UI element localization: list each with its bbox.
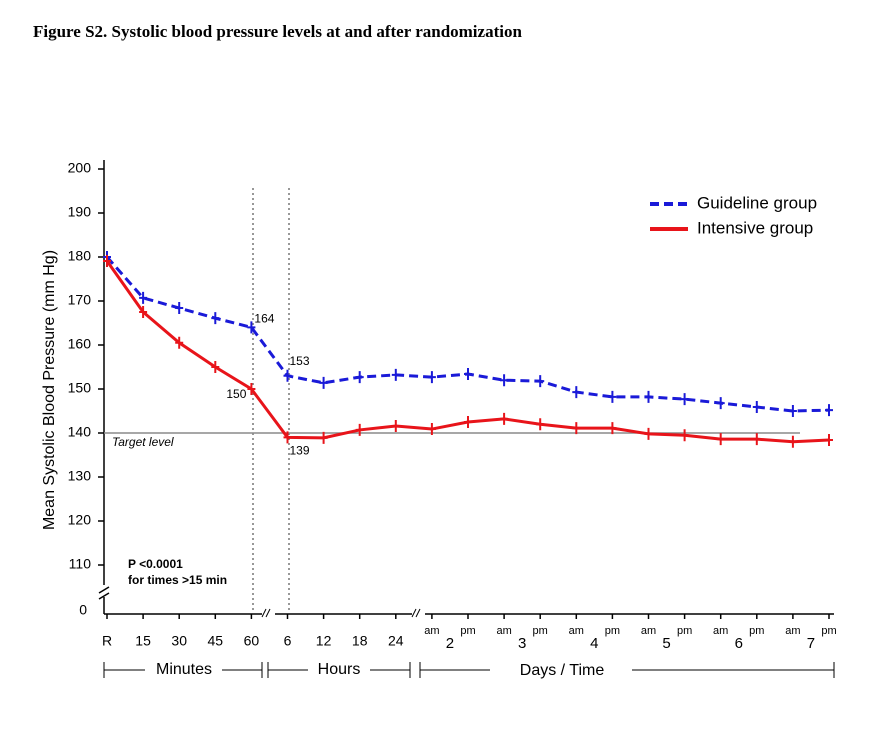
point-marker [175,336,184,349]
point-marker [536,375,545,388]
x-tick-label: am [569,625,584,637]
y-tick-label: 180 [68,248,92,264]
point-marker [680,429,689,442]
point-marker [283,431,292,444]
point-marker [608,422,617,435]
y-tick-label: 170 [68,292,92,308]
day-label: 2 [446,635,454,652]
point-marker [500,412,509,425]
point-marker [716,397,725,410]
x-tick-label: R [102,633,112,649]
point-marker [608,390,617,403]
point-marker [464,416,472,428]
y-axis-label: Mean Systolic Blood Pressure (mm Hg) [41,250,58,530]
point-marker [355,371,364,384]
data-label: 150 [226,387,246,401]
point-marker [788,405,797,417]
point-marker [716,433,725,446]
x-tick-label: am [785,625,800,637]
point-marker [825,434,833,447]
point-marker [788,435,797,448]
x-tick-label: 60 [244,633,260,649]
day-label: 3 [518,635,526,652]
chart-title: Figure S2. Systolic blood pressure level… [33,22,522,41]
point-marker [536,418,545,431]
annotation: for times >15 min [128,573,227,587]
point-marker [644,390,653,403]
y-tick-label: 190 [68,204,92,220]
point-marker [247,383,256,395]
point-marker [391,368,400,381]
x-tick-label: 24 [388,633,404,649]
y-tick-label: 200 [68,160,92,176]
legend-label: Intensive group [697,218,813,237]
point-marker [572,422,581,435]
x-tick-label: am [424,625,439,637]
point-marker [211,361,220,373]
point-marker [825,404,833,417]
point-marker [355,423,364,436]
point-marker [175,302,184,315]
point-marker [464,368,472,381]
point-marker [247,321,256,334]
y-tick-label: 130 [68,468,92,484]
y-tick-label: 160 [68,336,92,352]
x-tick-label: am [641,625,656,637]
y-tick-label: 140 [68,424,92,440]
x-tick-label: 6 [284,633,292,649]
day-label: 7 [807,635,815,652]
day-label: 4 [590,635,598,652]
x-tick-label: pm [605,625,620,637]
x-tick-label: pm [677,625,692,637]
series-line [105,260,830,444]
x-tick-label: 30 [171,633,187,649]
point-marker [319,376,328,389]
x-group-label: Hours [318,661,361,678]
x-tick-label: 12 [316,633,332,649]
point-marker [319,431,328,444]
point-marker [139,306,148,318]
day-label: 6 [735,635,743,652]
axis-break-label: 0 [79,602,87,618]
x-tick-label: 15 [135,633,151,649]
point-marker [427,423,436,436]
data-label: 153 [290,354,310,368]
point-marker [644,427,653,440]
y-tick-label: 110 [69,556,92,572]
point-marker [103,254,111,267]
point-marker [427,371,436,384]
annotation: P <0.0001 [128,557,183,571]
x-tick-label: 45 [208,633,224,649]
day-label: 5 [662,635,670,652]
y-tick-label: 120 [68,512,92,528]
series-line [105,256,830,413]
data-label: 164 [254,312,274,326]
point-marker [391,419,400,432]
x-tick-label: pm [821,625,836,637]
x-tick-label: 18 [352,633,368,649]
target-label: Target level [112,435,174,449]
point-marker [680,393,689,406]
point-marker [752,401,761,414]
point-marker [752,433,761,446]
x-group-label: Days / Time [520,662,605,679]
legend-label: Guideline group [697,193,817,212]
x-tick-label: pm [533,625,548,637]
axes [98,160,835,678]
y-tick-label: 150 [68,380,92,396]
x-tick-label: am [713,625,728,637]
x-tick-label: pm [749,625,764,637]
x-group-label: Minutes [156,661,212,678]
point-marker [283,369,292,382]
point-marker [500,374,509,387]
data-label: 139 [290,444,310,458]
point-marker [572,386,581,399]
x-tick-label: am [496,625,511,637]
x-tick-label: pm [460,625,475,637]
point-marker [139,291,148,304]
point-marker [211,312,220,325]
